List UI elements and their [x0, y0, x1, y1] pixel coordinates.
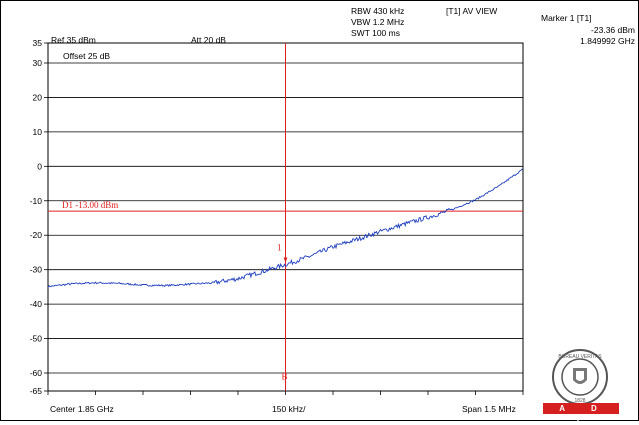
x-label-span: Span 1.5 MHz: [462, 404, 516, 414]
offset-label: Offset 25 dB: [63, 51, 111, 61]
marker-title: Marker 1 [T1]: [541, 13, 592, 23]
vbw-label: VBW 1.2 MHz: [351, 17, 405, 27]
y-tick-label: 0: [37, 161, 42, 171]
adt-badge: A D T: [543, 403, 619, 424]
marker-bottom-label: B: [282, 371, 288, 381]
attenuation-label: Att 20 dB: [191, 35, 226, 45]
swt-label: SWT 100 ms: [351, 28, 400, 38]
y-tick-label: 35: [33, 38, 43, 48]
y-tick-label: -10: [30, 196, 43, 206]
display-line-label: D1 -13.00 dBm: [62, 200, 118, 210]
svg-text:1828: 1828: [574, 398, 585, 404]
marker-point: [283, 257, 288, 263]
marker-number: 1: [277, 243, 282, 253]
x-label-span-per-div: 150 kHz/: [272, 404, 306, 414]
y-tick-label: -65: [30, 386, 43, 396]
y-tick-label: -50: [30, 334, 43, 344]
y-tick-label: -40: [30, 299, 43, 309]
y-tick-label: -60: [30, 368, 43, 378]
bureau-veritas-logo: BUREAU VERITAS 1828: [551, 348, 609, 406]
y-tick-label: -30: [30, 265, 43, 275]
svg-text:BUREAU VERITAS: BUREAU VERITAS: [558, 354, 602, 360]
x-label-center-freq: Center 1.85 GHz: [50, 404, 114, 414]
trace-mode-label: [T1] AV VIEW: [446, 6, 498, 16]
y-tick-label: -20: [30, 230, 43, 240]
y-tick-label: 10: [33, 127, 43, 137]
marker-level: -23.36 dBm: [591, 25, 635, 35]
y-tick-label: 20: [33, 92, 43, 102]
marker-frequency: 1.849992 GHz: [580, 36, 635, 46]
trace-line: [47, 168, 524, 288]
ref-level-label: Ref 35 dBm: [51, 35, 96, 45]
y-tick-label: 30: [33, 58, 43, 68]
rbw-label: RBW 430 kHz: [351, 6, 405, 16]
